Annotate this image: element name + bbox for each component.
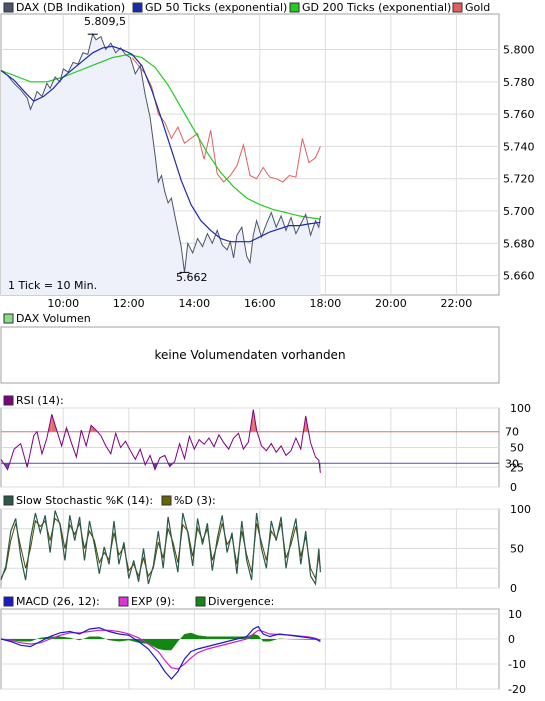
y-tick-label: 10 bbox=[508, 608, 522, 621]
legend-label: MACD (26, 12): bbox=[16, 595, 100, 608]
y-tick-label: 100 bbox=[510, 503, 531, 516]
macd-plot-area bbox=[1, 609, 499, 689]
y-tick-label: 5.800 bbox=[503, 44, 535, 57]
x-tick-label: 20:00 bbox=[375, 297, 407, 310]
legend-label: Gold bbox=[465, 1, 490, 14]
high-annotation: 5.809,5 bbox=[84, 15, 126, 28]
legend-swatch-icon bbox=[4, 597, 13, 606]
legend-label: GD 200 Ticks (exponential) bbox=[302, 1, 451, 14]
legend-swatch-icon bbox=[133, 3, 142, 12]
legend-swatch-icon bbox=[162, 496, 171, 505]
legend-label: RSI (14): bbox=[16, 394, 64, 407]
x-tick-label: 14:00 bbox=[178, 297, 210, 310]
legend-swatch-icon bbox=[290, 3, 299, 12]
legend-swatch-icon bbox=[4, 496, 13, 505]
y-tick-label: -20 bbox=[508, 683, 526, 696]
x-tick-label: 12:00 bbox=[113, 297, 145, 310]
y-tick-label: 30 bbox=[505, 457, 519, 470]
y-tick-label: 100 bbox=[510, 402, 531, 415]
price-legend: DAX (DB Indikation) GD 50 Ticks (exponen… bbox=[4, 1, 490, 14]
legend-swatch-icon bbox=[119, 597, 128, 606]
legend-label: GD 50 Ticks (exponential) bbox=[145, 1, 287, 14]
tick-note: 1 Tick = 10 Min. bbox=[8, 279, 97, 292]
macd-panel: MACD (26, 12): EXP (9): Divergence: -20 -… bbox=[1, 595, 526, 696]
y-tick-label: 5.660 bbox=[503, 270, 535, 283]
y-tick-label: 5.700 bbox=[503, 205, 535, 218]
y-tick-label: 50 bbox=[510, 442, 524, 455]
legend-label: %D (3): bbox=[174, 494, 216, 507]
y-tick-label: 5.780 bbox=[503, 76, 535, 89]
y-tick-label: -10 bbox=[508, 658, 526, 671]
legend-label: DAX Volumen bbox=[16, 312, 91, 325]
volume-message: keine Volumendaten vorhanden bbox=[154, 348, 345, 362]
x-tick-label: 10:00 bbox=[47, 297, 79, 310]
stochastic-panel: Slow Stochastic %K (14): %D (3): 0 50 100 bbox=[1, 494, 531, 595]
x-tick-label: 22:00 bbox=[441, 297, 473, 310]
volume-panel: DAX Volumen keine Volumendaten vorhanden bbox=[1, 312, 499, 383]
low-annotation: 5.662 bbox=[176, 271, 208, 284]
legend-label: EXP (9): bbox=[131, 595, 175, 608]
y-tick-label: 50 bbox=[510, 543, 524, 556]
y-tick-label: 5.740 bbox=[503, 140, 535, 153]
legend-swatch-icon bbox=[4, 3, 13, 12]
legend-label: Divergence: bbox=[208, 595, 274, 608]
legend-swatch-icon bbox=[4, 396, 13, 405]
y-tick-label: 0 bbox=[510, 582, 517, 595]
y-tick-label: 5.680 bbox=[503, 237, 535, 250]
y-tick-label: 5.760 bbox=[503, 108, 535, 121]
y-tick-label: 0 bbox=[510, 481, 517, 494]
legend-label: Slow Stochastic %K (14): bbox=[16, 494, 153, 507]
y-tick-label: 0 bbox=[508, 633, 515, 646]
legend-label: DAX (DB Indikation) bbox=[16, 1, 125, 14]
y-tick-label: 70 bbox=[505, 426, 519, 439]
price-panel: 5.660 5.680 5.700 5.720 5.740 5.760 5.780 5.800… bbox=[1, 1, 535, 310]
legend-swatch-icon bbox=[196, 597, 205, 606]
x-tick-label: 16:00 bbox=[244, 297, 276, 310]
y-tick-label: 5.720 bbox=[503, 173, 535, 186]
x-tick-label: 18:00 bbox=[310, 297, 342, 310]
legend-swatch-icon bbox=[453, 3, 462, 12]
legend-swatch-icon bbox=[4, 314, 13, 323]
